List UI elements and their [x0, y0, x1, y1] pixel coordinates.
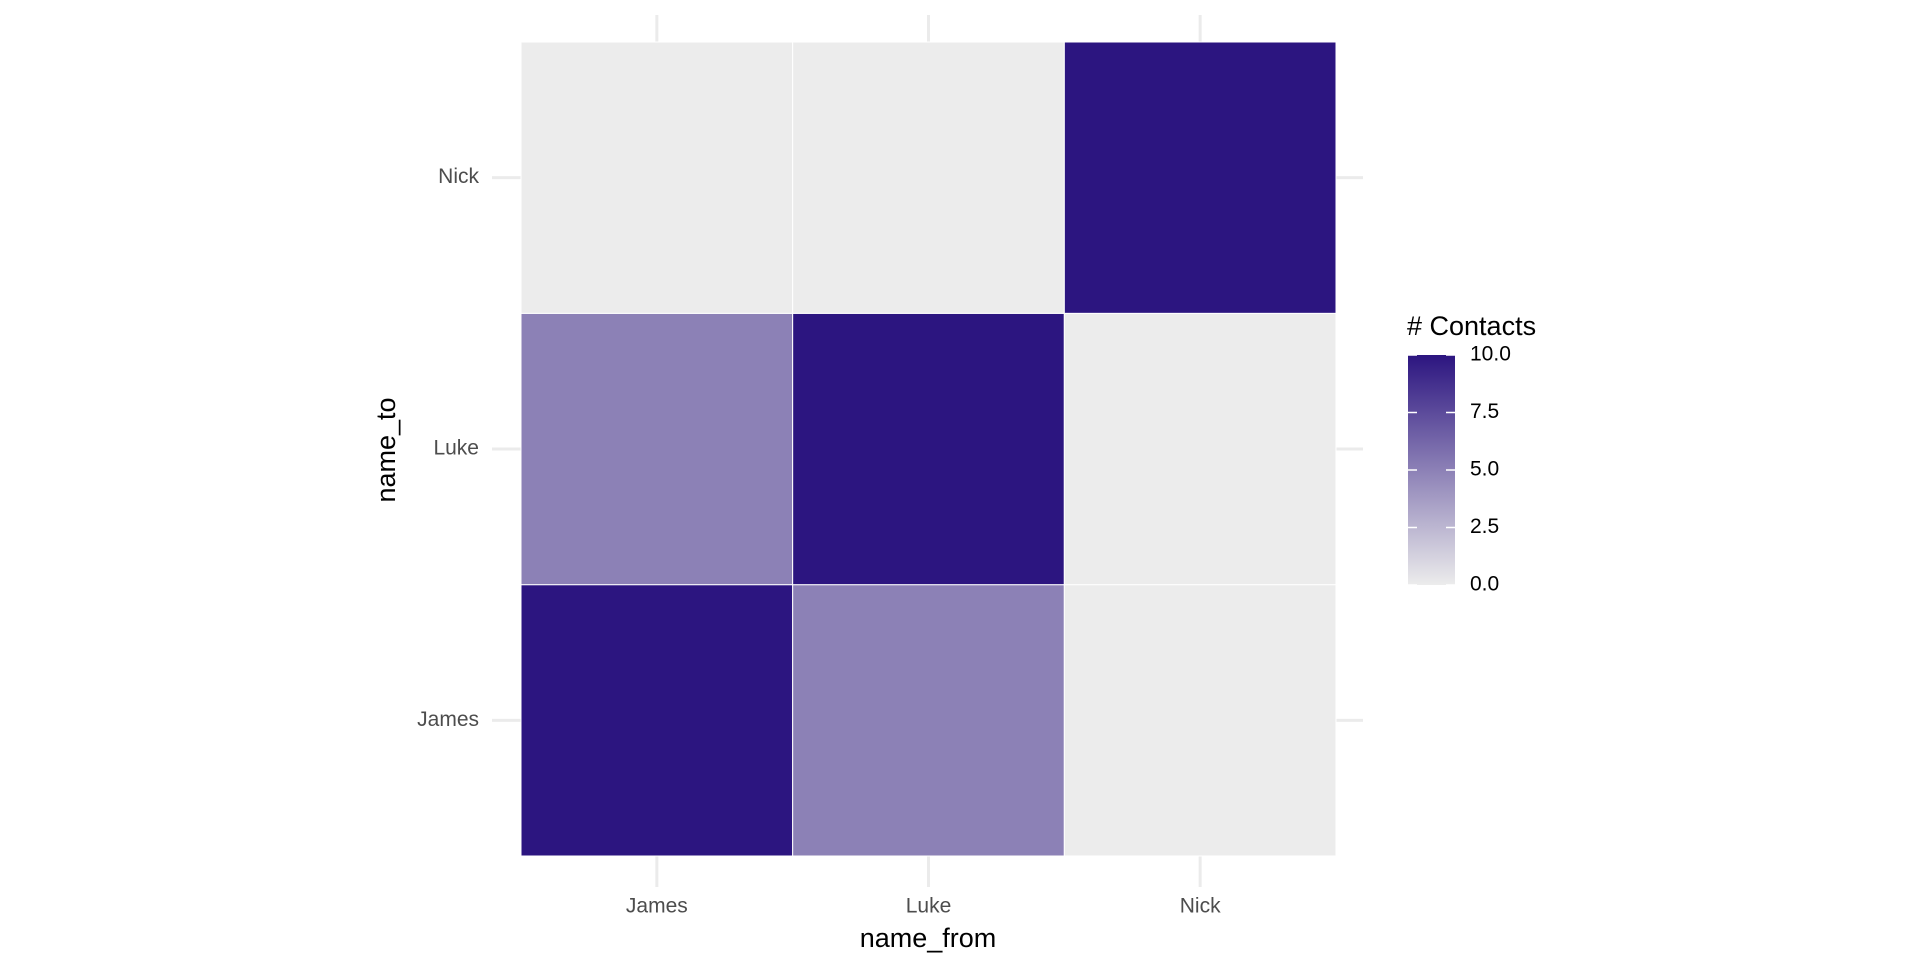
heatmap-cell [1063, 41, 1337, 314]
y-tick-label: Nick [438, 165, 479, 188]
legend-tick-label: 10.0 [1470, 343, 1511, 366]
legend-title: # Contacts [1407, 311, 1536, 341]
legend-tick-label: 0.0 [1470, 573, 1499, 596]
legend-tick-label: 2.5 [1470, 515, 1499, 538]
heatmap-cell [1063, 584, 1337, 857]
legend-tick-label: 5.0 [1470, 458, 1499, 481]
y-tick-label: James [417, 708, 479, 731]
legend-tick-label: 7.5 [1470, 400, 1499, 423]
heatmap-cell [792, 584, 1065, 857]
heatmap-cell [792, 41, 1065, 314]
x-tick-label: James [626, 895, 688, 918]
heatmap-cell [1063, 312, 1337, 586]
y-tick-label: Luke [433, 437, 479, 460]
heatmap-cell [520, 312, 794, 586]
heatmap-cell [520, 41, 794, 314]
x-tick-label: Nick [1180, 895, 1221, 918]
y-axis-title: name_to [371, 397, 401, 502]
heatmap-cell [520, 584, 794, 857]
x-axis-title: name_from [860, 923, 997, 953]
heatmap-cell [792, 312, 1065, 586]
x-tick-label: Luke [906, 895, 952, 918]
